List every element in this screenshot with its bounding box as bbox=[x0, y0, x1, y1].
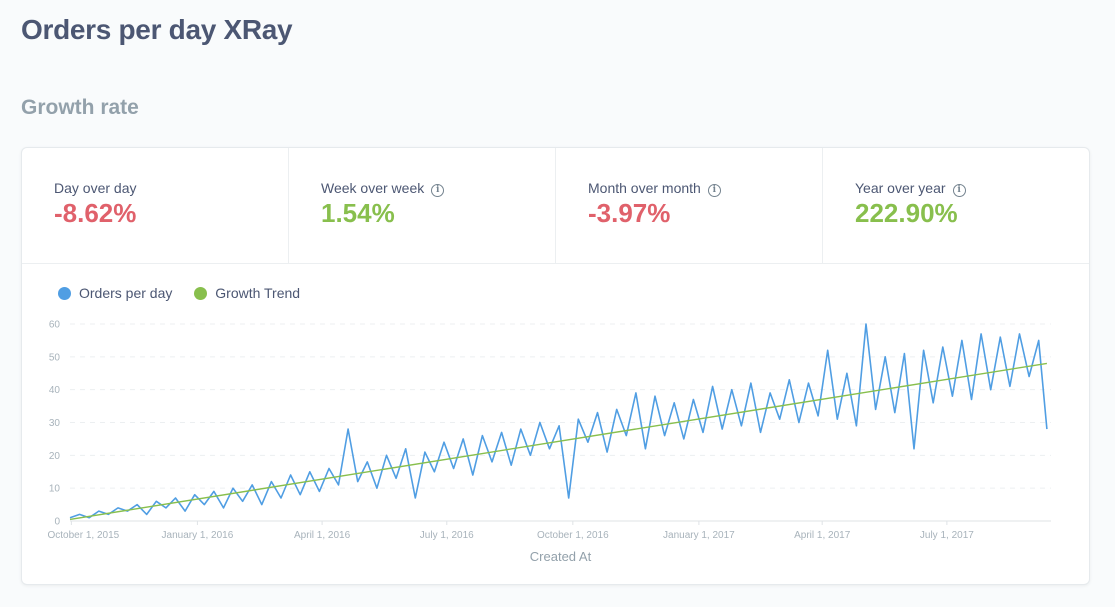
metric-label: Year over year i bbox=[855, 180, 966, 197]
metric-year-over-year: Year over year i 222.90% bbox=[823, 148, 1089, 263]
metric-label-text: Week over week bbox=[321, 180, 425, 196]
metric-month-over-month: Month over month i -3.97% bbox=[556, 148, 823, 263]
y-tick-label: 10 bbox=[49, 484, 61, 495]
info-icon[interactable]: i bbox=[707, 184, 721, 197]
metric-day-over-day: Day over day -8.62% bbox=[22, 148, 289, 263]
x-tick-label: April 1, 2016 bbox=[294, 530, 351, 541]
x-tick-label: October 1, 2016 bbox=[537, 530, 609, 541]
metrics-row: Day over day -8.62% Week over week i 1.54… bbox=[22, 148, 1089, 264]
x-tick-label: July 1, 2016 bbox=[420, 530, 474, 541]
legend-item-growth-trend[interactable]: Growth Trend bbox=[194, 285, 300, 301]
orders-line-chart: 0 10 20 30 40 50 60 October 1, 2015 January 1, 2… bbox=[48, 320, 1051, 564]
y-tick-label: 50 bbox=[49, 352, 61, 363]
y-tick-label: 40 bbox=[49, 385, 61, 396]
metric-label: Day over day bbox=[54, 180, 136, 196]
info-icon[interactable]: i bbox=[952, 184, 966, 197]
legend-dot bbox=[194, 286, 208, 300]
chart-legend: Orders per day Growth Trend bbox=[58, 285, 318, 303]
metric-value: 222.90% bbox=[855, 198, 958, 228]
metric-week-over-week: Week over week i 1.54% bbox=[289, 148, 556, 263]
metric-label-text: Month over month bbox=[588, 180, 701, 196]
y-tick-label: 20 bbox=[49, 451, 61, 462]
legend-item-orders-per-day[interactable]: Orders per day bbox=[58, 285, 172, 301]
metric-value: -8.62% bbox=[54, 198, 137, 228]
growth-rate-card: Day over day -8.62% Week over week i 1.54… bbox=[21, 147, 1090, 585]
series-line-growth-trend bbox=[69, 362, 1048, 521]
page-title: Orders per day XRay bbox=[21, 14, 293, 45]
y-tick-label: 60 bbox=[49, 320, 61, 331]
metric-value: -3.97% bbox=[588, 198, 671, 228]
series-line-orders-per-day bbox=[69, 323, 1048, 519]
legend-label: Growth Trend bbox=[215, 285, 301, 301]
legend-label: Orders per day bbox=[79, 285, 173, 301]
x-tick-label: January 1, 2016 bbox=[162, 530, 234, 541]
metric-label-text: Year over year bbox=[855, 180, 946, 196]
x-tick-label: July 1, 2017 bbox=[920, 530, 974, 541]
x-tick-label: January 1, 2017 bbox=[663, 530, 735, 541]
info-icon[interactable]: i bbox=[431, 184, 445, 197]
metric-label: Week over week i bbox=[321, 180, 445, 197]
y-tick-label: 30 bbox=[49, 418, 61, 429]
y-tick-label: 0 bbox=[54, 517, 60, 528]
x-tick-label: April 1, 2017 bbox=[794, 530, 851, 541]
metric-value: 1.54% bbox=[321, 198, 395, 228]
x-tick-label: October 1, 2015 bbox=[48, 530, 120, 541]
x-axis-title: Created At bbox=[530, 549, 592, 564]
legend-dot bbox=[58, 286, 71, 300]
metric-label: Month over month i bbox=[588, 180, 721, 197]
metric-label-text: Day over day bbox=[54, 180, 137, 196]
section-title: Growth rate bbox=[21, 96, 139, 119]
